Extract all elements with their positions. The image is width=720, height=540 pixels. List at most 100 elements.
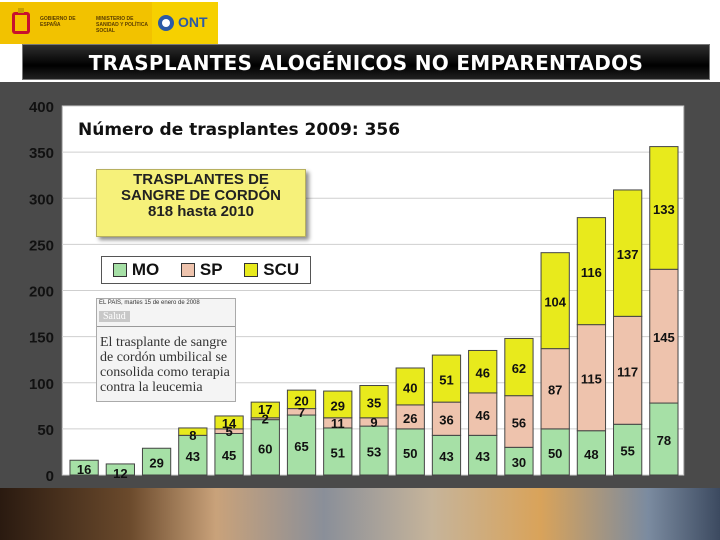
data-label-mo-2004: 43: [475, 449, 489, 464]
bar-scu-1997: [214, 415, 244, 430]
bar-mo-1997: [214, 432, 244, 476]
ont-logo-icon: [158, 15, 174, 31]
bar-scu-1998: [250, 401, 280, 419]
clipping-headline: El trasplante de sangre de cordón umbili…: [100, 335, 230, 395]
y-tick-label-100: 100: [29, 376, 54, 393]
data-label-mo-1993: 16: [77, 462, 91, 477]
bar-scu-2001: [359, 385, 389, 419]
legend-item-sp: SP: [180, 260, 223, 280]
ont-logo-text: ONT: [178, 14, 208, 30]
data-label-mo-2005: 30: [512, 455, 526, 470]
legend-swatch-sp: [180, 263, 195, 277]
data-label-scu-1996: 8: [189, 428, 196, 443]
title-bar: TRASPLANTES ALOGÉNICOS NO EMPARENTADOS: [22, 44, 710, 80]
bar-sp-2006: [540, 348, 570, 430]
data-label-mo-1999: 65: [294, 439, 308, 454]
data-label-sp-2005: 56: [512, 415, 526, 430]
bar-mo-1995: [141, 447, 172, 476]
bar-mo-2002: [395, 428, 425, 476]
data-label-mo-2009: 78: [657, 433, 671, 448]
bar-scu-2006: [540, 252, 570, 350]
data-label-scu-2002: 40: [403, 380, 417, 395]
data-label-sp-2000: 11: [331, 416, 345, 431]
data-label-mo-2002: 50: [403, 446, 417, 461]
ministerio-logo: MINISTERIO DE SANIDAD Y POLÍTICA SOCIAL: [92, 2, 152, 44]
data-label-scu-2001: 35: [367, 396, 381, 411]
bar-mo-2007: [576, 430, 607, 476]
data-label-mo-2007: 48: [584, 447, 598, 462]
bar-mo-1998: [250, 419, 280, 476]
y-tick-label-300: 300: [29, 191, 54, 208]
data-label-mo-2006: 50: [548, 446, 562, 461]
bar-scu-2000: [323, 390, 353, 419]
bar-mo-1993: [69, 459, 99, 476]
bars: 16 12 29 43 8 45 514 60 217 65 720 51 11 29 53 9 35 50 26 4…: [69, 146, 679, 481]
data-label-sp-2009: 145: [653, 330, 675, 345]
gobierno-logo-text: GOBIERNO DE ESPAÑA: [40, 16, 76, 28]
data-label-sp-2006: 87: [548, 383, 562, 398]
legend-swatch-scu: [244, 263, 259, 277]
bar-scu-2005: [504, 337, 534, 397]
data-label-sp-2001: 9: [370, 415, 377, 430]
bar-sp-2008: [613, 315, 643, 425]
data-label-mo-2008: 55: [620, 444, 634, 459]
bar-mo-2006: [540, 428, 570, 476]
legend-label-sp: SP: [199, 260, 223, 279]
bar-mo-2008: [613, 423, 643, 476]
cord-box-line2: SANGRE DE CORDÓN: [120, 187, 281, 204]
data-label-sp-1997: 5: [225, 424, 232, 439]
bar-scu-2004: [468, 349, 498, 394]
cord-blood-callout: TRASPLANTES DE SANGRE DE CORDÓN 818 hast…: [96, 169, 306, 237]
legend-label-mo: MO: [131, 260, 160, 279]
bar-scu-1996: [178, 427, 208, 436]
chart-subtitle: Número de trasplantes 2009: 356: [78, 120, 401, 140]
bar-scu-2002: [395, 367, 425, 406]
y-tick-label-150: 150: [29, 330, 54, 347]
clipping-divider: [97, 326, 235, 327]
building-photo-strip: [0, 488, 720, 540]
legend-label-scu: SCU: [263, 260, 300, 279]
legend-item-scu: SCU: [244, 260, 299, 280]
data-label-sp-2003: 36: [439, 413, 453, 428]
data-label-mo-1998: 60: [258, 441, 272, 456]
data-label-scu-1999: 20: [294, 393, 308, 408]
bar-mo-2009: [649, 402, 679, 476]
bar-sp-2009: [649, 268, 679, 404]
data-label-scu-2005: 62: [512, 361, 526, 376]
data-label-scu-2004: 46: [475, 366, 489, 381]
bar-sp-2005: [504, 395, 534, 448]
data-label-sp-1999: 7: [298, 405, 305, 420]
data-label-scu-2003: 51: [439, 373, 453, 388]
data-label-sp-2004: 46: [475, 408, 489, 423]
bar-scu-1999: [286, 389, 317, 410]
data-label-scu-2007: 116: [581, 265, 602, 280]
bar-scu-2009: [649, 146, 679, 270]
data-label-mo-1996: 43: [186, 449, 200, 464]
y-tick-label-250: 250: [29, 237, 54, 254]
y-tick-label-350: 350: [29, 145, 54, 162]
data-label-mo-1997: 45: [222, 448, 236, 463]
data-label-scu-2009: 133: [653, 202, 675, 217]
y-tick-label-200: 200: [29, 284, 54, 301]
ministerio-logo-text: MINISTERIO DE SANIDAD Y POLÍTICA SOCIAL: [96, 16, 148, 34]
bar-scu-2008: [613, 189, 643, 317]
chart-legend: MO SP SCU: [101, 256, 311, 284]
y-tick-label-400: 400: [29, 99, 54, 116]
clipping-section-tag: Salud: [99, 311, 130, 322]
bar-mo-1994: [105, 463, 135, 476]
data-label-sp-2002: 26: [403, 411, 417, 426]
page-title: TRASPLANTES ALOGÉNICOS NO EMPARENTADOS: [88, 51, 644, 75]
y-tick-label-50: 50: [37, 422, 54, 439]
data-label-sp-1998: 2: [262, 412, 269, 427]
bar-sp-2007: [576, 324, 607, 432]
data-label-scu-2006: 104: [544, 295, 566, 310]
newspaper-clipping: EL PAÍS, martes 15 de enero de 2008 Salu…: [96, 298, 236, 402]
data-label-scu-2000: 29: [331, 398, 345, 413]
clipping-date: EL PAÍS, martes 15 de enero de 2008: [99, 300, 200, 306]
ont-logo: ONT: [152, 2, 218, 44]
data-label-mo-2003: 43: [439, 449, 453, 464]
legend-swatch-mo: [112, 263, 127, 277]
data-label-scu-2008: 137: [617, 247, 639, 262]
data-label-mo-2001: 53: [367, 445, 381, 460]
